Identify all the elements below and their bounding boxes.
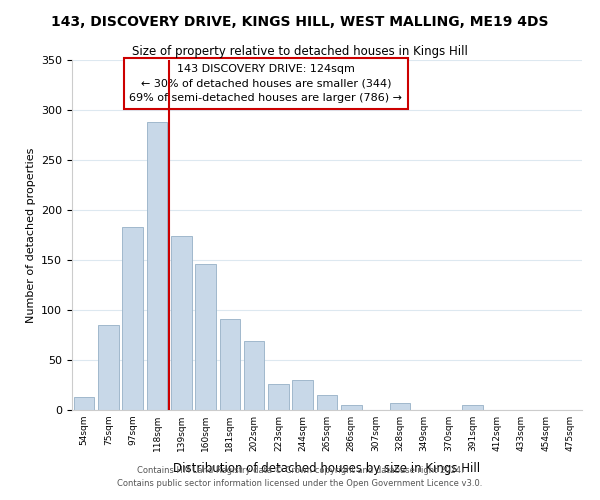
- X-axis label: Distribution of detached houses by size in Kings Hill: Distribution of detached houses by size …: [173, 462, 481, 475]
- Bar: [317, 395, 337, 410]
- Y-axis label: Number of detached properties: Number of detached properties: [26, 148, 35, 322]
- Text: 143, DISCOVERY DRIVE, KINGS HILL, WEST MALLING, ME19 4DS: 143, DISCOVERY DRIVE, KINGS HILL, WEST M…: [51, 15, 549, 29]
- Bar: [195, 264, 216, 410]
- Bar: [341, 405, 362, 410]
- Bar: [74, 397, 94, 410]
- Text: 143 DISCOVERY DRIVE: 124sqm
← 30% of detached houses are smaller (344)
69% of se: 143 DISCOVERY DRIVE: 124sqm ← 30% of det…: [130, 64, 403, 103]
- Bar: [171, 236, 191, 410]
- Text: Size of property relative to detached houses in Kings Hill: Size of property relative to detached ho…: [132, 45, 468, 58]
- Bar: [389, 403, 410, 410]
- Bar: [122, 227, 143, 410]
- Text: Contains HM Land Registry data © Crown copyright and database right 2024.
Contai: Contains HM Land Registry data © Crown c…: [118, 466, 482, 487]
- Bar: [244, 341, 265, 410]
- Bar: [292, 380, 313, 410]
- Bar: [146, 122, 167, 410]
- Bar: [268, 384, 289, 410]
- Bar: [463, 405, 483, 410]
- Bar: [98, 325, 119, 410]
- Bar: [220, 319, 240, 410]
